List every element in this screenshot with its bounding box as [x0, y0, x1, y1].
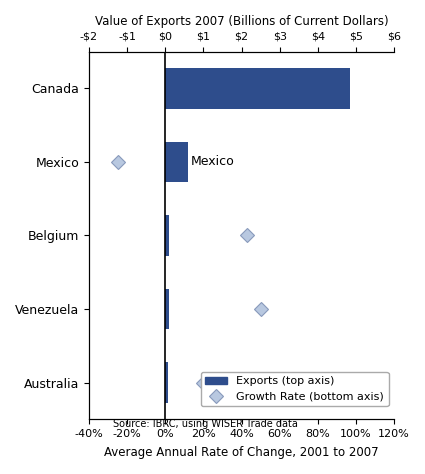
X-axis label: Average Annual Rate of Change, 2001 to 2007: Average Annual Rate of Change, 2001 to 2…: [104, 446, 379, 459]
X-axis label: Value of Exports 2007 (Billions of Current Dollars): Value of Exports 2007 (Billions of Curre…: [95, 15, 388, 28]
Bar: [165, 68, 350, 109]
Bar: [165, 362, 168, 403]
Bar: [165, 289, 169, 329]
Legend: Exports (top axis), Growth Rate (bottom axis): Exports (top axis), Growth Rate (bottom …: [201, 372, 388, 406]
Text: Mexico: Mexico: [191, 155, 235, 168]
Bar: [165, 142, 188, 182]
Bar: [165, 215, 169, 255]
Text: Source: IBRC, using WISER Trade data: Source: IBRC, using WISER Trade data: [113, 419, 298, 428]
